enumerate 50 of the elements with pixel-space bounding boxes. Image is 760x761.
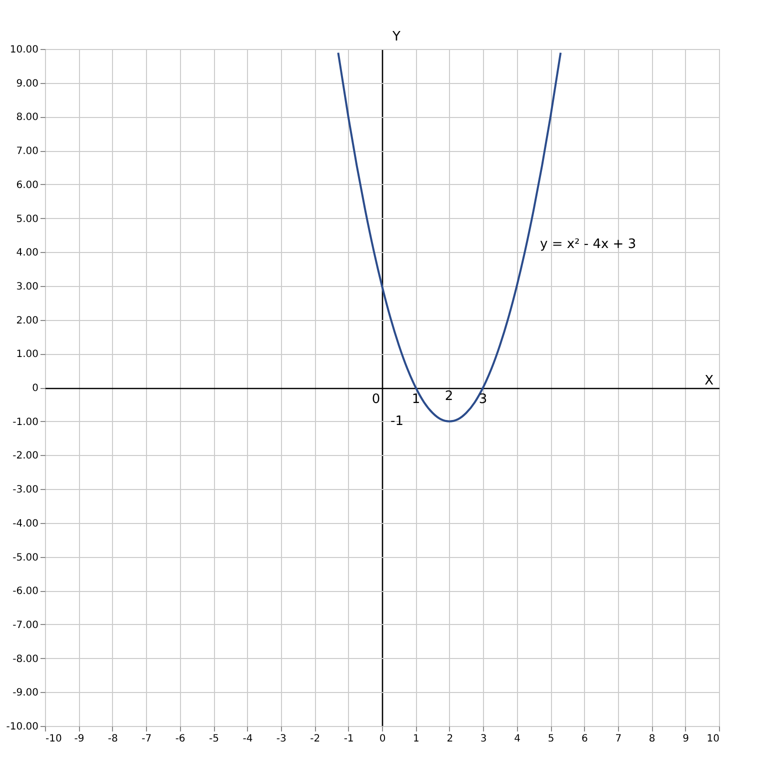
x-tick-label: -2 [310,734,320,744]
y-tick-label: 9.00 [16,78,38,90]
x-tick-label: 3 [480,734,487,744]
x-tick-label: -5 [209,734,219,744]
x-tick-label: -4 [242,734,253,744]
annotation: 1 [412,392,420,407]
y-tick-label: 0 [32,383,38,394]
x-tick-label: -10 [46,734,62,744]
x-tick-label: -9 [74,734,84,744]
y-tick-label: -2.00 [12,450,38,462]
y-tick-label: -4.00 [12,518,38,530]
x-tick-label: 5 [548,734,554,744]
annotation: -1 [390,414,404,429]
y-tick-label: 5.00 [16,214,38,225]
y-tick-label: 7.00 [16,146,38,158]
x-tick-label: 2 [446,734,454,744]
annotation: y = x² - 4x + 3 [540,237,636,252]
x-tick-label: 9 [682,734,689,744]
x-tick-label: -3 [276,734,286,744]
x-axis-title: X [704,374,714,388]
x-tick-label: 4 [514,734,520,744]
y-tick-label: 2.00 [16,315,38,326]
y-tick-label: 3.00 [16,281,38,292]
x-tick-label: -8 [108,734,118,744]
y-tick-label: 8.00 [16,112,38,124]
annotation: 2 [444,389,454,404]
x-tick-label: 7 [615,734,622,744]
y-tick-label: 6.00 [16,180,38,191]
y-tick-label: 10.00 [10,44,38,56]
y-tick-label: -1.00 [12,416,38,428]
x-tick-label: 8 [648,734,656,744]
x-tick-label: -1 [344,734,354,744]
y-tick-label: 1.00 [16,349,38,360]
y-tick-label: -5.00 [12,552,38,564]
y-tick-label: -7.00 [12,620,38,631]
y-tick-label: -8.00 [12,654,38,665]
x-tick-label: -6 [175,734,186,744]
y-tick-label: -10.00 [6,722,38,732]
y-tick-label: 4.00 [16,248,38,259]
y-axis-title: Y [392,30,400,44]
x-tick-label: -7 [142,734,152,744]
y-tick-label: -6.00 [12,586,38,598]
y-tick-label: -9.00 [12,688,38,699]
x-tick-label: 6 [582,734,588,744]
annotation: 0 [372,392,380,407]
x-tick-label: 0 [379,734,386,744]
y-tick-label: -3.00 [12,484,38,496]
x-tick-label: 10 [706,734,720,744]
x-tick-label: 1 [413,734,420,744]
annotation: 3 [478,392,488,407]
